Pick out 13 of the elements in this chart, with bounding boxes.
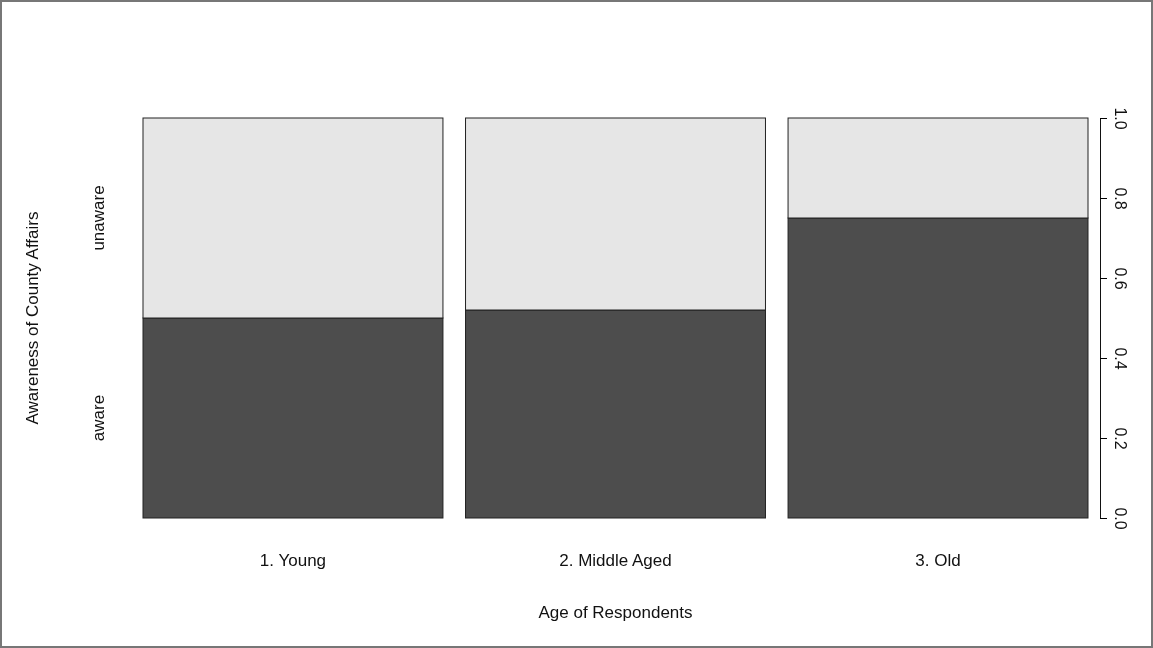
text: unaware [88, 185, 108, 251]
y-tick-label: 1.0 [1111, 107, 1129, 130]
x-axis-title: Age of Respondents [538, 603, 693, 622]
text: aware [88, 394, 108, 442]
y-tick-label: 0.2 [1111, 427, 1129, 450]
x-tick-label: 2. Middle Aged [559, 551, 672, 570]
text: Awareness of County Affairs [22, 211, 42, 425]
y-tick-label: 0.6 [1111, 267, 1129, 290]
y-tick-label: 0.0 [1111, 507, 1129, 530]
x-tick-label: 1. Young [259, 551, 327, 570]
x-tick-label: 3. Old [915, 551, 961, 570]
y-tick-label: 0.4 [1111, 347, 1129, 370]
y-tick-label: 0.8 [1111, 187, 1129, 210]
